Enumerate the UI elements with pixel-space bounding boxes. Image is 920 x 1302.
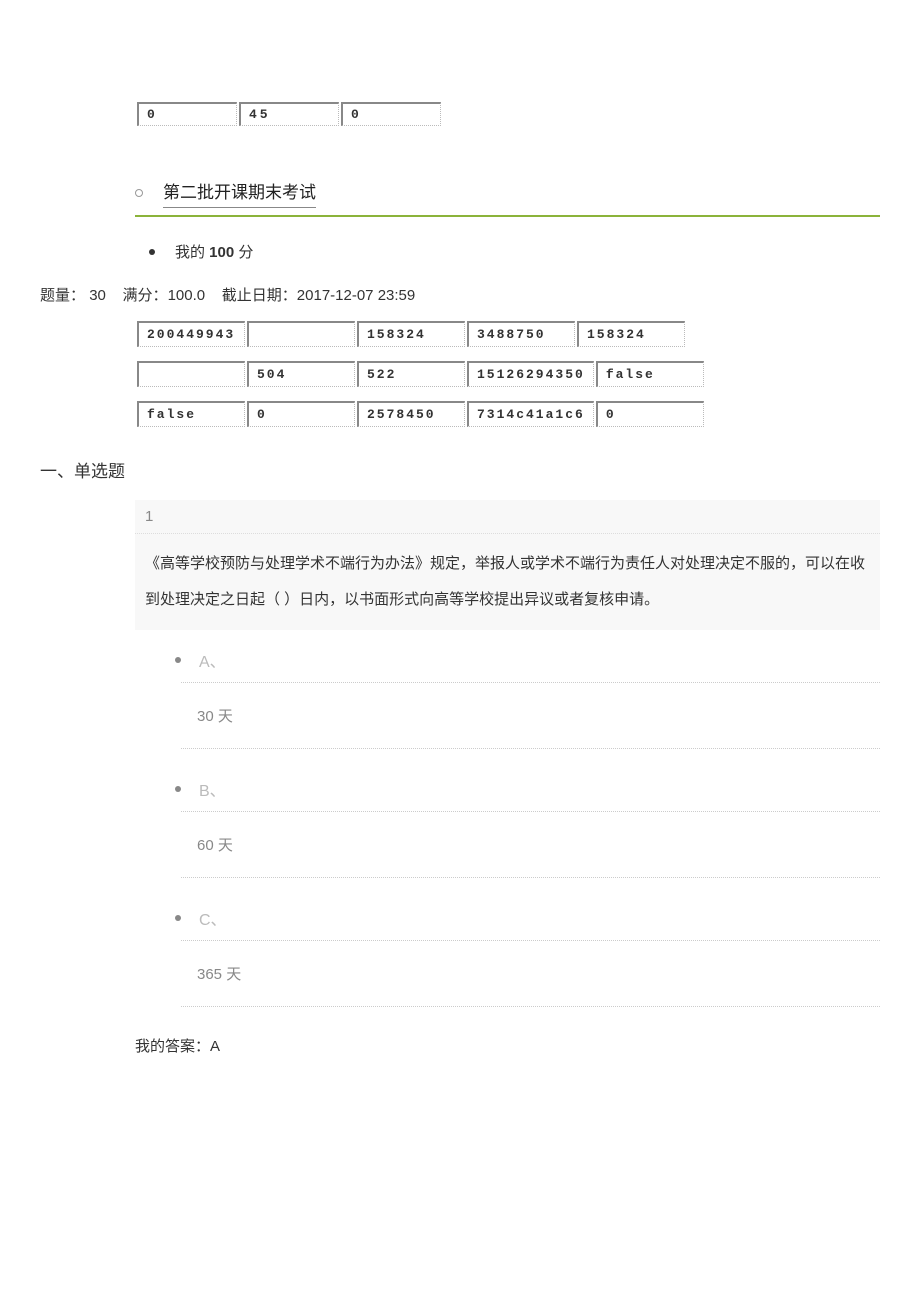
data-table-3: false 0 2578450 7314c41a1c6 0 (135, 399, 706, 429)
score-text: 我的 100 分 (175, 241, 253, 262)
cell: 0 (341, 102, 441, 126)
option-B-text: 60 天 (181, 811, 880, 878)
option-label: C、 (199, 906, 227, 930)
option-A-text: 30 天 (181, 682, 880, 749)
cell: 3488750 (467, 321, 575, 347)
answer-label: 我的答案： (135, 1038, 210, 1055)
my-answer: 我的答案：A (135, 1035, 880, 1056)
table-row: 0 45 0 (137, 102, 441, 126)
cell: 158324 (357, 321, 465, 347)
option-B[interactable]: B、 (175, 777, 880, 801)
option-A[interactable]: A、 (175, 648, 880, 672)
cell: 45 (239, 102, 339, 126)
deadline-label: 截止日期： (222, 287, 297, 304)
deadline-val: 2017-12-07 23:59 (297, 287, 415, 304)
bullet-solid-icon (149, 249, 155, 255)
full-val: 100.0 (168, 287, 206, 304)
cell: 158324 (577, 321, 685, 347)
full-label: 满分： (123, 287, 168, 304)
question-number: 1 (135, 500, 880, 534)
score-suffix: 分 (234, 244, 253, 261)
top-table: 0 45 0 (135, 100, 443, 128)
table-row: 200449943 158324 3488750 158324 (137, 321, 685, 347)
bullet-icon (175, 657, 181, 663)
question-text: 《高等学校预防与处理学术不端行为办法》规定，举报人或学术不端行为责任人对处理决定… (135, 534, 880, 630)
data-table-1: 200449943 158324 3488750 158324 (135, 319, 687, 349)
cell (247, 321, 355, 347)
count-val: 30 (89, 287, 106, 304)
cell: 0 (137, 102, 237, 126)
cell: 0 (247, 401, 355, 427)
question-block: 1 《高等学校预防与处理学术不端行为办法》规定，举报人或学术不端行为责任人对处理… (135, 500, 880, 1007)
tab-header: 第二批开课期末考试 (135, 178, 880, 208)
table-row: 504 522 15126294350 false (137, 361, 704, 387)
bullet-open-icon (135, 189, 143, 197)
cell (137, 361, 245, 387)
score-number: 100 (209, 244, 234, 261)
cell: 0 (596, 401, 704, 427)
option-C-text: 365 天 (181, 940, 880, 1007)
cell: 200449943 (137, 321, 245, 347)
option-label: B、 (199, 777, 226, 801)
count-label: 题量： (40, 287, 85, 304)
tab-title: 第二批开课期末考试 (163, 178, 316, 208)
cell: 522 (357, 361, 465, 387)
cell: 504 (247, 361, 355, 387)
score-row: 我的 100 分 (135, 241, 880, 262)
cell: 7314c41a1c6 (467, 401, 594, 427)
data-table-2: 504 522 15126294350 false (135, 359, 706, 389)
score-prefix: 我的 (175, 244, 209, 261)
bullet-icon (175, 786, 181, 792)
option-label: A、 (199, 648, 226, 672)
bullet-icon (175, 915, 181, 921)
option-C[interactable]: C、 (175, 906, 880, 930)
table-row: false 0 2578450 7314c41a1c6 0 (137, 401, 704, 427)
cell: 2578450 (357, 401, 465, 427)
answer-val: A (210, 1038, 220, 1055)
exam-info: 题量： 30 满分：100.0 截止日期：2017-12-07 23:59 (40, 284, 880, 305)
cell: 15126294350 (467, 361, 594, 387)
cell: false (596, 361, 704, 387)
cell: false (137, 401, 245, 427)
section-header: 一、单选题 (40, 457, 880, 482)
tab-underline (135, 215, 880, 217)
